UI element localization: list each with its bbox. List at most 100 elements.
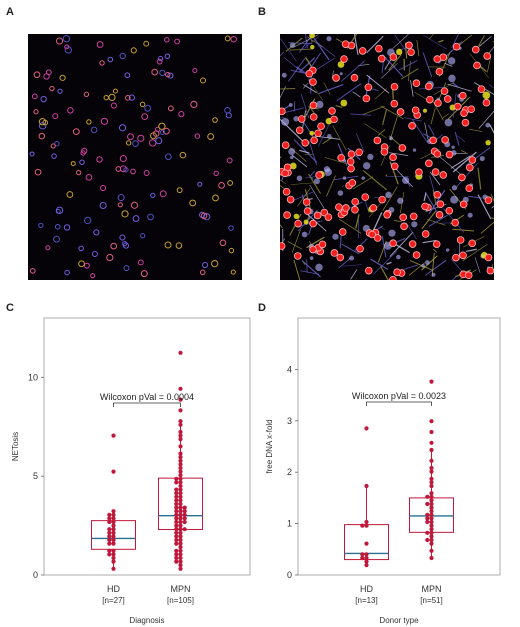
y-tick-label: 5 — [33, 471, 38, 481]
data-point — [178, 555, 183, 561]
data-point — [364, 552, 369, 557]
cell-mark — [119, 154, 127, 163]
cell-mark — [137, 259, 144, 266]
red-cell — [310, 136, 318, 145]
red-cell — [396, 108, 405, 116]
cell-mark — [59, 74, 66, 81]
cell-mark — [64, 44, 70, 50]
cell-mark — [143, 170, 150, 176]
y-tick-label: 4 — [287, 364, 292, 374]
cell-mark — [63, 224, 71, 231]
x-category-label: HD — [360, 584, 373, 594]
nucleus-yellow — [309, 34, 315, 39]
net-fiber — [447, 83, 472, 92]
data-point — [429, 440, 434, 445]
net-fiber — [303, 83, 309, 89]
red-cell — [294, 219, 302, 228]
data-point — [429, 512, 434, 517]
box-iqr — [409, 497, 454, 533]
cell-mark — [156, 58, 163, 65]
cell-mark — [57, 88, 63, 94]
net-fiber — [394, 243, 410, 254]
data-point — [174, 487, 179, 492]
nucleus-blue — [451, 185, 458, 191]
red-cell — [460, 109, 468, 117]
cell-mark — [49, 85, 55, 92]
nucleus-blue — [485, 122, 491, 128]
data-point — [429, 541, 434, 546]
data-point — [429, 555, 434, 561]
data-point — [429, 548, 434, 553]
red-cell — [459, 200, 468, 209]
data-point — [178, 505, 183, 510]
cell-mark — [227, 180, 234, 186]
cell-mark — [91, 251, 98, 258]
nucleus-blue — [411, 221, 418, 228]
red-cell — [281, 141, 290, 149]
cell-mark — [53, 235, 61, 243]
red-cell — [337, 153, 345, 162]
cell-mark — [139, 101, 146, 108]
cell-mark — [119, 52, 126, 60]
cell-mark — [130, 168, 136, 175]
net-fiber — [362, 170, 388, 191]
net-fiber — [462, 243, 488, 262]
y-tick-label: 10 — [28, 372, 38, 382]
data-point — [429, 516, 434, 521]
data-point — [174, 534, 179, 539]
red-cell — [484, 253, 493, 262]
net-fiber — [382, 109, 388, 126]
cell-mark — [224, 35, 231, 42]
data-point — [429, 447, 434, 453]
net-fiber — [437, 154, 461, 175]
cell-mark — [121, 210, 129, 218]
data-point — [174, 498, 179, 503]
cell-mark — [72, 128, 80, 136]
data-point — [364, 523, 369, 528]
net-fiber — [287, 58, 306, 82]
data-point — [429, 534, 434, 539]
cell-mark — [84, 262, 90, 269]
data-point — [178, 545, 183, 550]
cell-mark — [189, 199, 197, 207]
data-point — [178, 501, 183, 507]
red-cell — [484, 196, 493, 204]
net-fiber — [441, 113, 449, 120]
red-cell — [342, 204, 350, 212]
cell-mark — [50, 143, 56, 149]
net-fiber — [400, 68, 419, 80]
red-cell — [280, 107, 286, 116]
data-point — [429, 527, 434, 532]
net-fiber — [423, 35, 448, 50]
cell-mark — [67, 107, 74, 114]
data-point — [429, 498, 434, 503]
data-point — [429, 530, 434, 535]
data-point — [178, 487, 183, 492]
data-point — [178, 530, 183, 535]
cell-mark — [151, 68, 159, 76]
nucleus-blue — [288, 102, 293, 107]
plot-frame — [43, 317, 251, 576]
net-fiber — [488, 124, 494, 134]
red-cell — [389, 239, 397, 248]
data-point — [182, 519, 187, 525]
red-cell — [412, 79, 421, 88]
data-point — [111, 537, 116, 543]
cell-mark — [96, 156, 103, 163]
red-cell — [297, 115, 306, 123]
data-point — [429, 465, 434, 471]
net-fiber — [444, 62, 453, 67]
cell-mark — [144, 104, 152, 112]
red-cell — [389, 275, 397, 280]
y-tick-label: 2 — [287, 467, 292, 477]
nucleus-blue — [281, 72, 287, 78]
cell-mark — [159, 129, 166, 135]
net-fiber — [429, 175, 436, 195]
net-fiber — [465, 248, 477, 253]
red-cell — [351, 205, 359, 214]
cell-mark — [34, 168, 42, 176]
net-fiber — [280, 224, 283, 229]
data-point — [429, 523, 434, 528]
net-fiber — [487, 46, 494, 55]
red-cell — [458, 173, 466, 182]
